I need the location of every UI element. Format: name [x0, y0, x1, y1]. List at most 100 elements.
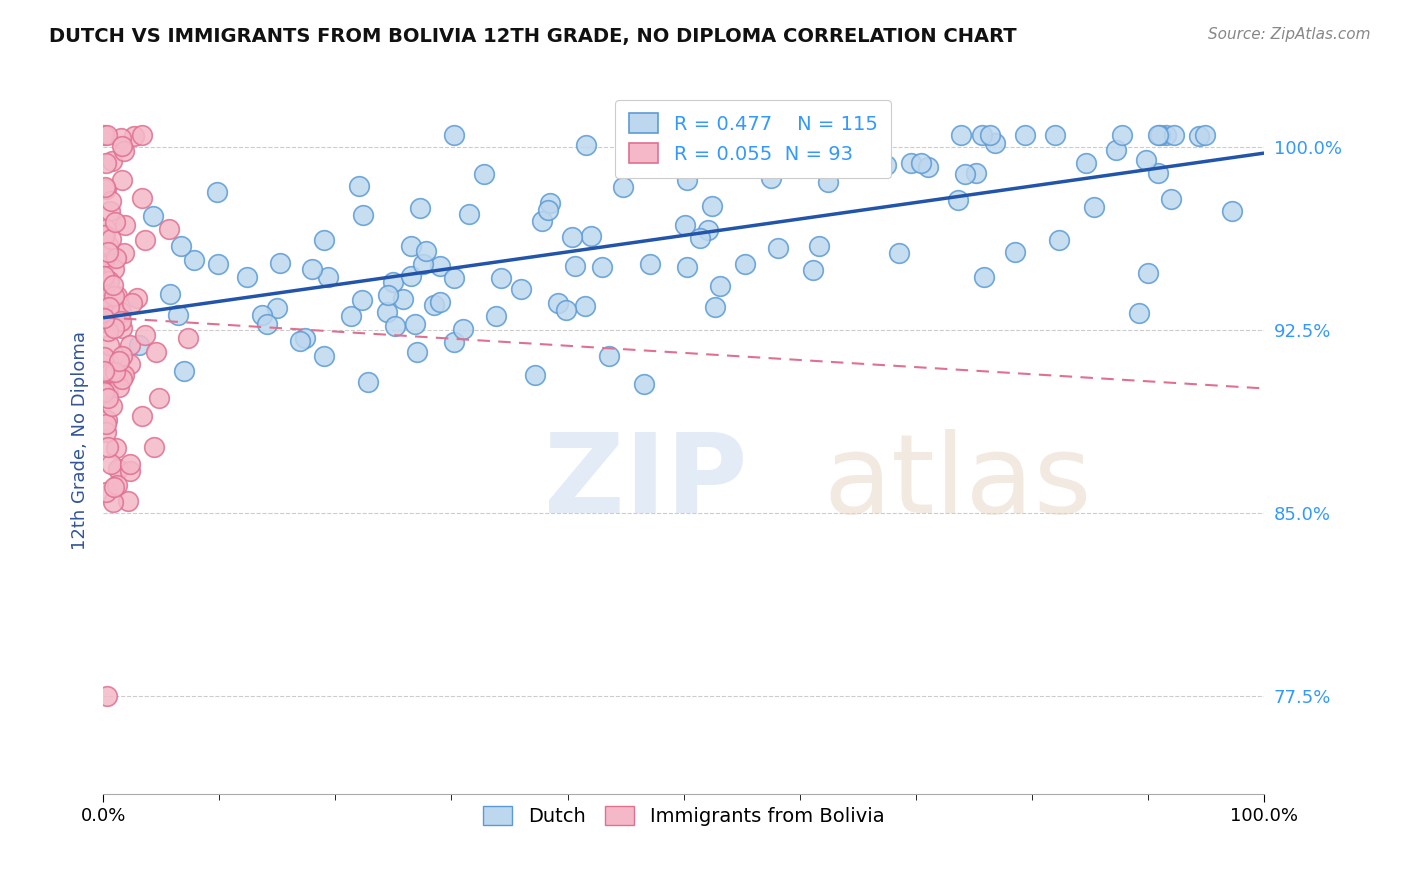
- Point: [111, 173, 134, 187]
- Point: [917, 160, 939, 174]
- Y-axis label: 12th Grade, No Diploma: 12th Grade, No Diploma: [72, 331, 89, 549]
- Point: [148, 391, 170, 405]
- Point: [412, 257, 434, 271]
- Point: [972, 128, 994, 143]
- Point: [93, 350, 115, 364]
- Point: [633, 376, 655, 391]
- Point: [104, 251, 127, 265]
- Point: [472, 167, 495, 181]
- Point: [131, 128, 153, 143]
- Point: [301, 262, 323, 277]
- Point: [104, 215, 127, 229]
- Point: [451, 322, 474, 336]
- Point: [94, 425, 117, 440]
- Point: [93, 278, 115, 293]
- Point: [93, 364, 115, 378]
- Point: [1111, 128, 1133, 143]
- Point: [93, 128, 115, 143]
- Point: [316, 269, 339, 284]
- Point: [1156, 128, 1178, 143]
- Point: [875, 158, 897, 172]
- Point: [1004, 245, 1026, 260]
- Point: [93, 293, 115, 308]
- Point: [93, 228, 115, 243]
- Point: [101, 309, 124, 323]
- Point: [104, 441, 127, 455]
- Point: [108, 354, 131, 368]
- Point: [97, 392, 120, 406]
- Point: [759, 171, 782, 186]
- Point: [717, 139, 740, 153]
- Point: [100, 365, 122, 379]
- Point: [347, 178, 370, 193]
- Point: [375, 305, 398, 319]
- Point: [93, 239, 115, 253]
- Point: [1074, 155, 1097, 169]
- Point: [108, 380, 131, 394]
- Point: [591, 260, 613, 274]
- Point: [96, 128, 118, 143]
- Point: [887, 246, 910, 260]
- Point: [112, 246, 135, 260]
- Point: [979, 128, 1001, 143]
- Point: [697, 223, 720, 237]
- Point: [100, 232, 122, 246]
- Point: [93, 382, 115, 396]
- Point: [1147, 128, 1170, 143]
- Point: [103, 288, 125, 302]
- Point: [381, 276, 404, 290]
- Point: [266, 301, 288, 315]
- Point: [205, 185, 228, 199]
- Point: [120, 357, 142, 371]
- Point: [114, 218, 136, 232]
- Point: [101, 154, 124, 169]
- Point: [574, 299, 596, 313]
- Point: [110, 305, 132, 319]
- Point: [94, 251, 117, 265]
- Point: [94, 180, 117, 194]
- Point: [429, 260, 451, 274]
- Point: [93, 242, 115, 256]
- Point: [93, 315, 115, 329]
- Point: [1188, 129, 1211, 144]
- Point: [817, 175, 839, 189]
- Point: [111, 138, 134, 153]
- Point: [399, 268, 422, 283]
- Point: [429, 294, 451, 309]
- Point: [703, 300, 725, 314]
- Legend: Dutch, Immigrants from Bolivia: Dutch, Immigrants from Bolivia: [475, 797, 891, 834]
- Point: [384, 318, 406, 333]
- Point: [104, 307, 127, 321]
- Point: [269, 256, 291, 270]
- Point: [117, 494, 139, 508]
- Point: [953, 167, 976, 181]
- Point: [443, 128, 465, 143]
- Point: [340, 309, 363, 323]
- Point: [415, 244, 437, 258]
- Point: [423, 298, 446, 312]
- Point: [93, 269, 115, 284]
- Point: [166, 308, 188, 322]
- Point: [98, 274, 121, 288]
- Point: [93, 290, 115, 304]
- Point: [1160, 192, 1182, 206]
- Point: [409, 201, 432, 215]
- Point: [118, 457, 141, 471]
- Point: [700, 199, 723, 213]
- Point: [357, 376, 380, 390]
- Point: [120, 338, 142, 352]
- Point: [766, 241, 789, 255]
- Point: [94, 417, 117, 432]
- Point: [1135, 153, 1157, 168]
- Point: [96, 155, 118, 169]
- Point: [207, 257, 229, 271]
- Point: [96, 690, 118, 704]
- Point: [183, 253, 205, 268]
- Point: [564, 259, 586, 273]
- Point: [173, 364, 195, 378]
- Point: [101, 400, 124, 414]
- Point: [391, 292, 413, 306]
- Point: [98, 203, 121, 218]
- Point: [170, 239, 193, 253]
- Point: [950, 128, 973, 143]
